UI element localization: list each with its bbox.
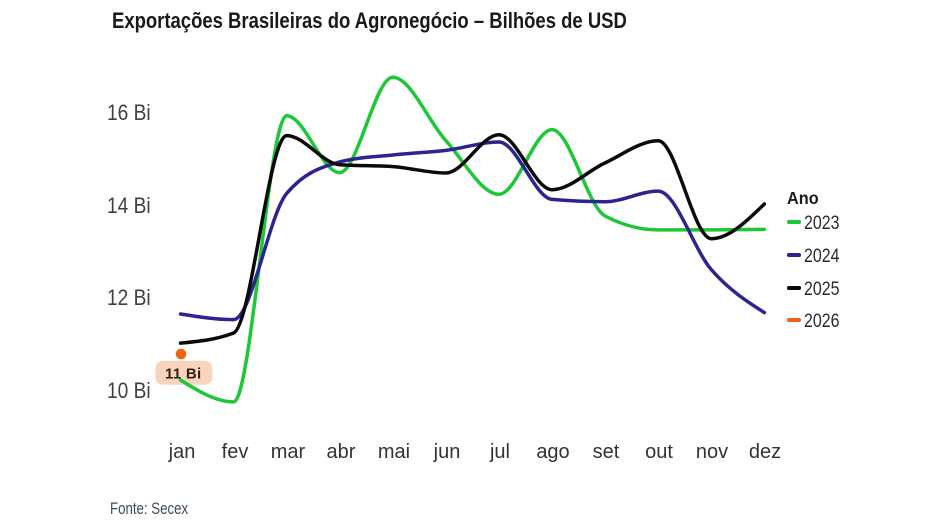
svg-text:11 Bi: 11 Bi <box>165 366 202 383</box>
